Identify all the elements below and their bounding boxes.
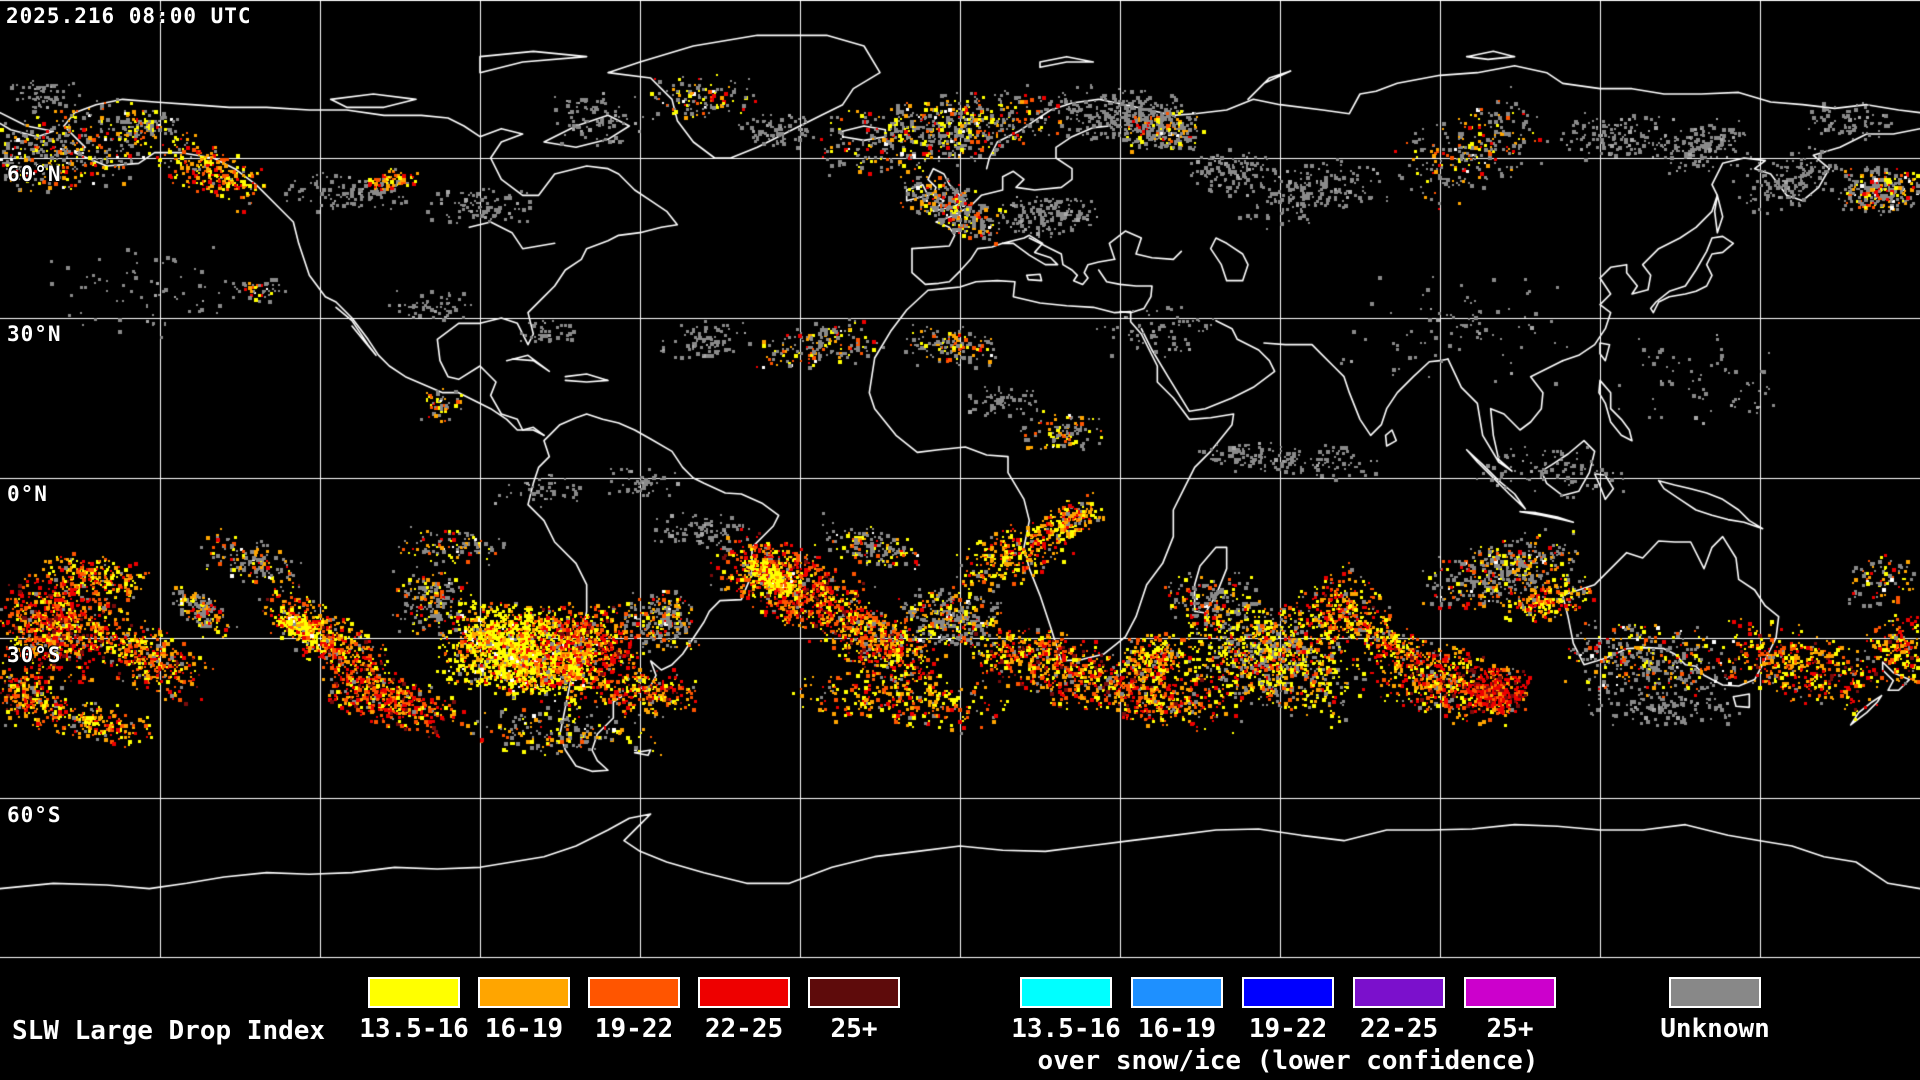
legend-snow-ice-caption: over snow/ice (lower confidence): [1037, 1046, 1539, 1076]
legend-label-ice-19-22: 19-22: [1248, 1014, 1328, 1044]
lat-label-0n: 0°N: [7, 482, 48, 506]
lat-label-30n: 30°N: [7, 322, 62, 346]
legend-label-ice-13.5-16: 13.5-16: [1011, 1014, 1121, 1044]
legend-swatch-ice-22-25: [1353, 977, 1445, 1008]
legend-label-warm-22-25: 22-25: [704, 1014, 784, 1044]
legend-label-ice-25plus: 25+: [1486, 1014, 1534, 1044]
legend-label-warm-16-19: 16-19: [484, 1014, 564, 1044]
legend-label-warm-19-22: 19-22: [594, 1014, 674, 1044]
timestamp: 2025.216 08:00 UTC: [6, 4, 252, 28]
legend-swatch-warm-25plus: [808, 977, 900, 1008]
lat-label-60s: 60°S: [7, 803, 62, 827]
legend-label-warm-25plus: 25+: [830, 1014, 878, 1044]
legend-label-unknown: Unknown: [1660, 1014, 1770, 1044]
world-map-canvas: [0, 0, 1920, 960]
legend-label-warm-13.5-16: 13.5-16: [359, 1014, 469, 1044]
legend-swatch-ice-16-19: [1131, 977, 1223, 1008]
legend-swatch-ice-13.5-16: [1020, 977, 1112, 1008]
lat-label-60n: 60°N: [7, 162, 62, 186]
legend-title: SLW Large Drop Index: [12, 1016, 326, 1046]
legend-swatch-ice-25plus: [1464, 977, 1556, 1008]
legend-swatch-ice-19-22: [1242, 977, 1334, 1008]
lat-label-30s: 30°S: [7, 643, 62, 667]
legend-label-ice-16-19: 16-19: [1137, 1014, 1217, 1044]
legend-swatch-warm-19-22: [588, 977, 680, 1008]
legend-swatch-warm-16-19: [478, 977, 570, 1008]
legend-swatch-unknown: [1669, 977, 1761, 1008]
legend-swatch-warm-13.5-16: [368, 977, 460, 1008]
legend-swatch-warm-22-25: [698, 977, 790, 1008]
legend-label-ice-22-25: 22-25: [1359, 1014, 1439, 1044]
